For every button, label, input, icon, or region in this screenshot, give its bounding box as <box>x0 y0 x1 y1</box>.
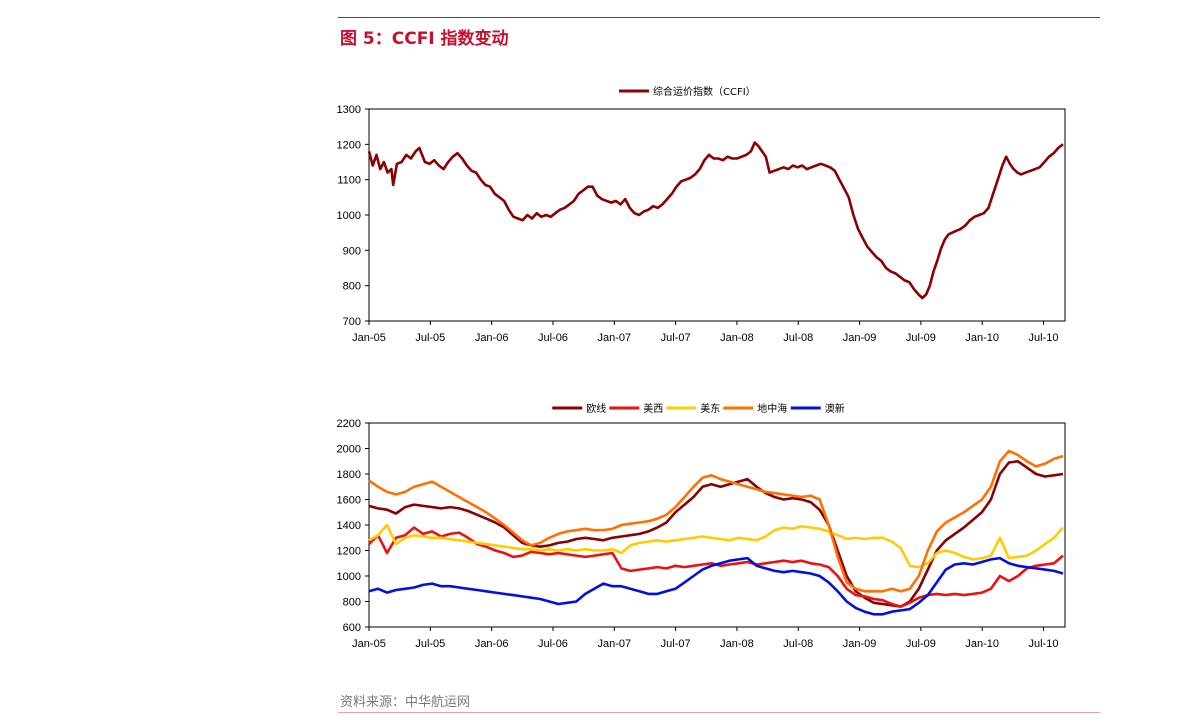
x-tick-label: Jan-05 <box>352 638 386 650</box>
legend-label: 澳新 <box>825 402 845 415</box>
x-tick-label: Jul-09 <box>906 638 936 650</box>
x-tick-label: Jan-06 <box>475 332 509 344</box>
y-tick-label: 600 <box>343 622 361 634</box>
legend-label: 美西 <box>643 402 663 415</box>
x-tick-label: Jul-08 <box>783 638 813 650</box>
series-line <box>368 460 1064 608</box>
y-tick-label: 1200 <box>337 139 361 151</box>
x-tick-label: Jul-09 <box>906 332 936 344</box>
legend-label: 综合运价指数（CCFI） <box>653 85 756 98</box>
y-tick-label: 800 <box>343 597 361 609</box>
x-tick-label: Jan-09 <box>843 332 877 344</box>
top-rule <box>338 17 1100 18</box>
x-tick-label: Jul-10 <box>1029 332 1059 344</box>
x-tick-label: Jul-07 <box>661 638 691 650</box>
x-tick-label: Jul-05 <box>415 332 445 344</box>
x-tick-label: Jan-08 <box>720 638 754 650</box>
x-tick-label: Jan-07 <box>597 638 631 650</box>
x-tick-label: Jul-08 <box>783 332 813 344</box>
x-tick-label: Jan-09 <box>843 638 877 650</box>
y-tick-label: 1800 <box>337 469 361 481</box>
y-tick-label: 1000 <box>337 571 361 583</box>
legend-label: 地中海 <box>757 402 787 415</box>
y-tick-label: 1200 <box>337 546 361 558</box>
plot-area-frame <box>368 108 1066 322</box>
x-tick-label: Jan-10 <box>965 638 999 650</box>
x-tick-label: Jan-05 <box>352 332 386 344</box>
x-tick-label: Jul-07 <box>661 332 691 344</box>
x-tick-label: Jul-10 <box>1029 638 1059 650</box>
figure-title: 图 5：CCFI 指数变动 <box>340 29 509 49</box>
y-tick-label: 1300 <box>337 104 361 116</box>
series-line <box>367 141 1064 300</box>
y-tick-label: 700 <box>343 316 361 328</box>
y-tick-label: 1000 <box>337 210 361 222</box>
series-line <box>368 449 1064 593</box>
series-line <box>368 523 1064 569</box>
legend-label: 美东 <box>700 402 720 415</box>
x-tick-label: Jan-08 <box>720 332 754 344</box>
chart-2: 600 800 1000 1200 1400 1600 1800 2000 2200 Jan-05… <box>337 402 1066 650</box>
y-tick-label: 2200 <box>337 418 361 430</box>
plot-area-frame <box>368 422 1066 628</box>
chart-1: 700 800 900 1000 1100 1200 1300 Jan-05 Jul-05 Jan… <box>337 85 1066 344</box>
y-tick-label: 1400 <box>337 520 361 532</box>
y-tick-label: 800 <box>343 281 361 293</box>
x-tick-label: Jan-10 <box>965 332 999 344</box>
bottom-rule <box>338 712 1100 713</box>
y-tick-label: 2000 <box>337 444 361 456</box>
y-tick-label: 1100 <box>337 175 361 187</box>
legend-label: 欧线 <box>586 402 606 415</box>
source-note: 资料来源：中华航运网 <box>340 695 471 710</box>
x-tick-label: Jul-06 <box>538 638 568 650</box>
y-tick-label: 1600 <box>337 495 361 507</box>
x-tick-label: Jul-05 <box>415 638 445 650</box>
y-tick-label: 900 <box>343 245 361 257</box>
series-line <box>368 556 1064 616</box>
x-tick-label: Jan-06 <box>475 638 509 650</box>
x-tick-label: Jul-06 <box>538 332 568 344</box>
x-tick-label: Jan-07 <box>597 332 631 344</box>
